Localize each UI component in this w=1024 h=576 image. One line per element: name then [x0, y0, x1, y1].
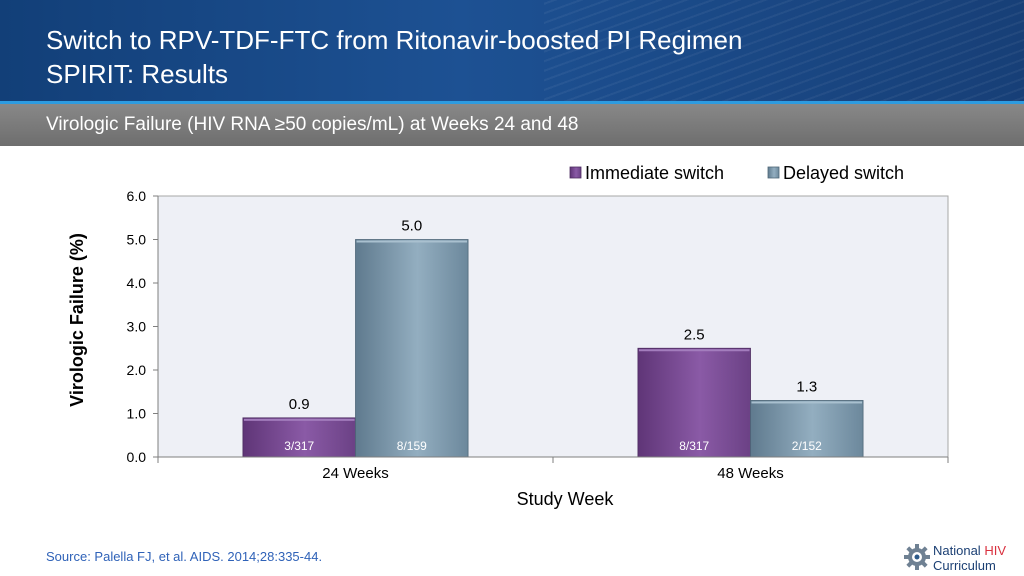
logo-hiv: HIV	[984, 543, 1006, 558]
bar-value-label: 1.3	[796, 378, 817, 395]
x-tick-label: 24 Weeks	[322, 465, 388, 482]
logo-curriculum: Curriculum	[933, 558, 996, 573]
bar-highlight	[243, 418, 355, 421]
chart-subtitle: Virologic Failure (HIV RNA ≥50 copies/mL…	[46, 114, 579, 135]
bar-highlight	[356, 240, 468, 243]
header-divider	[0, 101, 1024, 104]
legend-swatch-immediate	[569, 166, 582, 179]
legend-label: Immediate switch	[585, 163, 724, 183]
source-citation: Source: Palella FJ, et al. AIDS. 2014;28…	[46, 549, 323, 564]
title-banner: Switch to RPV-TDF-FTC from Ritonavir-boo…	[0, 0, 1024, 102]
x-axis-label: Study Week	[517, 489, 615, 509]
legend-label: Delayed switch	[783, 163, 904, 183]
bar-value-label: 5.0	[401, 218, 422, 235]
bar-value-label: 0.9	[289, 396, 310, 413]
bar-value-label: 2.5	[684, 326, 705, 343]
page-title: Switch to RPV-TDF-FTC from Ritonavir-boo…	[46, 25, 743, 55]
national-hiv-curriculum-logo: National HIV Curriculum	[903, 541, 1019, 573]
bar-count-label: 3/317	[284, 439, 314, 453]
y-tick-label: 6.0	[127, 188, 147, 204]
y-tick-label: 2.0	[127, 362, 147, 378]
y-axis-label: Virologic Failure (%)	[67, 233, 87, 407]
bar-count-label: 2/152	[792, 439, 822, 453]
y-tick-label: 3.0	[127, 319, 147, 335]
y-tick-label: 5.0	[127, 232, 147, 248]
y-tick-label: 4.0	[127, 275, 147, 291]
subtitle-bar: Virologic Failure (HIV RNA ≥50 copies/mL…	[0, 104, 1024, 146]
bar-highlight	[638, 349, 750, 352]
y-tick-label: 0.0	[127, 449, 147, 465]
logo-wordmark: National HIV Curriculum	[933, 543, 1006, 573]
bar-delayed-1	[355, 239, 469, 458]
logo-national: National	[933, 543, 981, 558]
bar-count-label: 8/159	[397, 439, 427, 453]
legend-swatch-delayed	[767, 166, 780, 179]
bar-highlight	[751, 401, 863, 404]
y-tick-label: 1.0	[127, 406, 147, 422]
bar-immediate-1	[242, 417, 356, 458]
gear-icon	[904, 544, 930, 570]
bar-chart: 0.0 1.0 2.0 3.0 4.0 5.0 6.0 24 Weeks 0.9 3/317 5.…	[67, 163, 949, 509]
x-tick-label: 48 Weeks	[717, 465, 783, 482]
bar-count-label: 8/317	[679, 439, 709, 453]
page-subtitle-study: SPIRIT: Results	[46, 59, 229, 89]
